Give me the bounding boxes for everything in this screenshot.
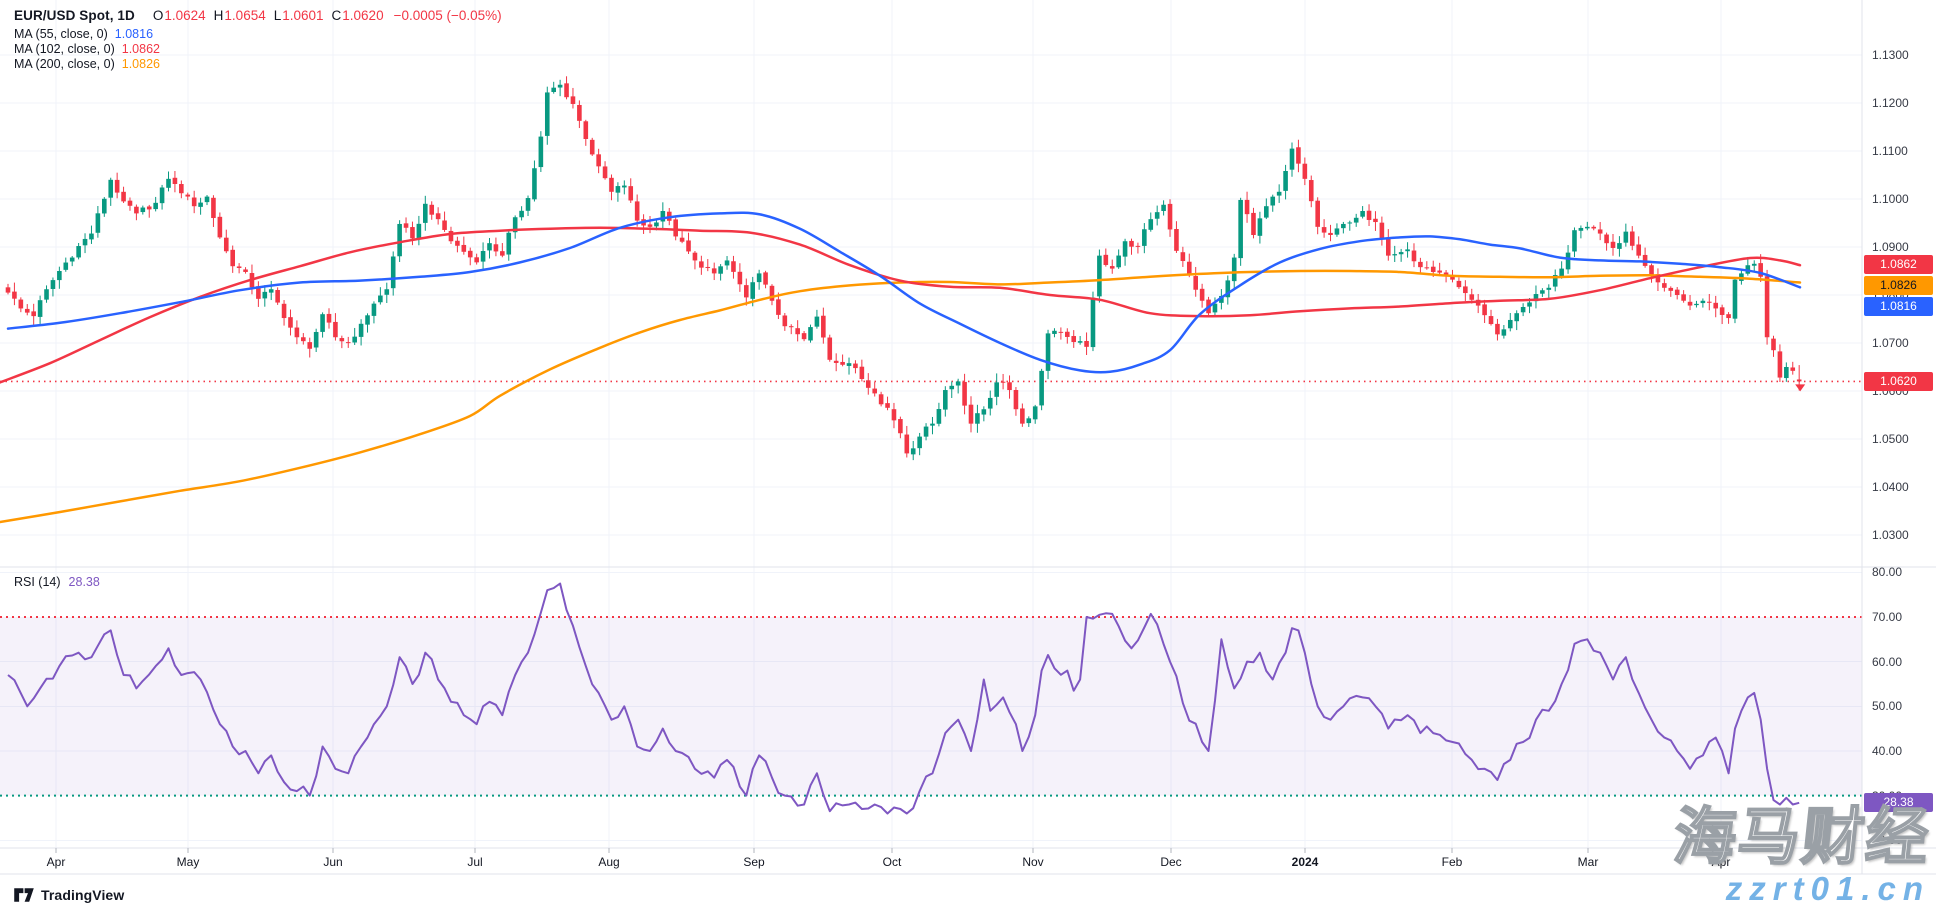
rsi-label: RSI (14) xyxy=(14,575,61,589)
time-axis-label: Sep xyxy=(743,855,765,869)
high-key: H xyxy=(213,8,224,23)
open-key: O xyxy=(152,8,164,23)
tradingview-logo[interactable]: TradingView xyxy=(13,886,124,904)
ma200-label: MA (200, close, 0) xyxy=(14,56,115,71)
price-axis-label: 1.0700 xyxy=(1872,336,1909,350)
tradingview-logo-text: TradingView xyxy=(41,887,125,903)
time-axis-label: Feb xyxy=(1441,855,1463,869)
change-value: −0.0005 (−0.05%) xyxy=(393,8,502,23)
ma-price-badge: 1.0816 xyxy=(1864,297,1933,317)
rsi-value: 28.38 xyxy=(68,575,100,589)
ohlc-row: EUR/USD Spot, 1D O 1.0624 H 1.0654 L 1.0601… xyxy=(14,8,502,23)
price-axis-label: 1.1100 xyxy=(1872,144,1908,158)
price-axis-label: 1.0300 xyxy=(1872,528,1909,542)
time-axis-label: Aug xyxy=(598,855,620,869)
ma200-legend-row[interactable]: MA (200, close, 0) 1.0826 xyxy=(14,56,502,71)
ma200-value: 1.0826 xyxy=(121,56,160,71)
tradingview-logo-icon xyxy=(14,888,34,902)
time-axis-label: 2024 xyxy=(1291,855,1319,869)
time-axis-label: Jul xyxy=(467,855,483,869)
rsi-axis-label: 60.00 xyxy=(1872,654,1903,669)
ma102-label: MA (102, close, 0) xyxy=(14,41,115,56)
time-axis-label: Mar xyxy=(1577,855,1599,869)
time-axis-label: Apr xyxy=(1711,855,1731,869)
ma-price-badge: 1.0826 xyxy=(1864,276,1933,296)
time-axis-label: May xyxy=(176,855,200,869)
ma55-label: MA (55, close, 0) xyxy=(14,26,108,41)
last-price-badge: 1.0620 xyxy=(1864,371,1933,391)
rsi-axis-label: 20.00 xyxy=(1872,833,1903,848)
rsi-axis-label: 40.00 xyxy=(1872,743,1903,758)
symbol-legend[interactable]: EUR/USD Spot, 1D O 1.0624 H 1.0654 L 1.0601… xyxy=(14,8,502,71)
close-value: 1.0620 xyxy=(342,8,384,23)
rsi-legend[interactable]: RSI (14) 28.38 xyxy=(14,575,100,589)
price-axis-label: 1.1300 xyxy=(1872,48,1909,62)
low-key: L xyxy=(273,8,282,23)
low-value: 1.0601 xyxy=(282,8,324,23)
ma102-legend-row[interactable]: MA (102, close, 0) 1.0862 xyxy=(14,41,502,56)
ma55-value: 1.0816 xyxy=(114,26,154,41)
time-axis-label: Apr xyxy=(46,855,66,869)
price-axis-label: 1.0500 xyxy=(1872,432,1909,446)
time-axis-label: Oct xyxy=(882,855,902,869)
ma-price-badge: 1.0862 xyxy=(1864,255,1933,275)
time-axis-label: Dec xyxy=(1160,855,1182,869)
rsi-axis-label: 50.00 xyxy=(1872,699,1903,714)
symbol-title: EUR/USD Spot, 1D xyxy=(14,8,135,23)
price-axis-label: 1.1000 xyxy=(1872,192,1909,206)
price-axis-label: 1.0400 xyxy=(1872,480,1909,494)
time-axis-label: Jun xyxy=(323,855,343,869)
close-key: C xyxy=(331,8,342,23)
ma55-legend-row[interactable]: MA (55, close, 0) 1.0816 xyxy=(14,26,502,41)
price-axis-label: 1.0900 xyxy=(1872,240,1909,254)
open-value: 1.0624 xyxy=(164,8,206,23)
high-value: 1.0654 xyxy=(224,8,266,23)
rsi-axis-label: 70.00 xyxy=(1872,610,1903,624)
rsi-value-badge: 28.38 xyxy=(1864,793,1933,813)
rsi-axis-label: 80.00 xyxy=(1872,565,1903,580)
price-axis-label: 1.1200 xyxy=(1872,96,1909,110)
time-axis-label: Nov xyxy=(1022,855,1044,869)
ma102-value: 1.0862 xyxy=(121,41,160,56)
